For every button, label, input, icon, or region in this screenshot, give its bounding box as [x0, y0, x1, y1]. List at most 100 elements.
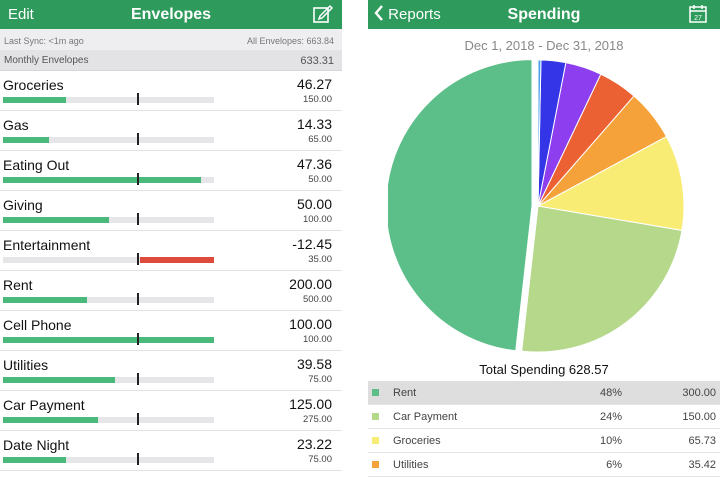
envelope-progress-track — [3, 93, 214, 105]
envelope-amount: 14.33 — [296, 116, 332, 132]
envelope-progress-fill — [3, 457, 67, 463]
envelope-today-marker — [137, 293, 139, 305]
envelopes-screen: Edit Envelopes Last Sync: <1m ago All En… — [0, 0, 342, 480]
envelope-progress-track — [3, 333, 214, 345]
envelope-row[interactable]: Car Payment 125.00 275.00 — [0, 391, 342, 431]
legend-row[interactable]: Car Payment 24% 150.00 — [368, 405, 720, 429]
envelope-row[interactable]: Giving 50.00 100.00 — [0, 191, 342, 231]
envelope-row[interactable]: Entertainment -12.45 35.00 — [0, 231, 342, 271]
legend-percent: 6% — [606, 459, 622, 471]
last-sync-text: Last Sync: <1m ago — [4, 36, 84, 46]
legend-value: 300.00 — [682, 387, 716, 399]
envelope-progress-fill — [3, 217, 109, 223]
envelope-row[interactable]: Groceries 46.27 150.00 — [0, 71, 342, 111]
envelope-list: Groceries 46.27 150.00 Gas 14.33 65.00 Eating … — [0, 71, 342, 471]
envelope-name: Rent — [3, 277, 33, 293]
legend-category: Rent — [393, 387, 417, 399]
calendar-icon[interactable]: 27 — [688, 4, 708, 24]
envelope-amount: 23.22 — [296, 436, 332, 452]
calendar-day: 27 — [694, 15, 702, 22]
legend-swatch — [372, 389, 379, 396]
envelope-budget: 50.00 — [308, 174, 332, 185]
envelope-progress-fill — [3, 337, 214, 343]
legend-value: 35.42 — [688, 459, 716, 471]
envelope-today-marker — [137, 333, 139, 345]
total-spending: Total Spending 628.57 — [479, 362, 609, 377]
spending-legend: Rent 48% 300.00 Car Payment 24% 150.00 Groceri… — [368, 381, 720, 477]
page-title: Envelopes — [130, 6, 212, 23]
envelope-row[interactable]: Eating Out 47.36 50.00 — [0, 151, 342, 191]
back-button[interactable]: Reports — [374, 0, 441, 29]
envelope-today-marker — [137, 173, 139, 185]
envelope-budget: 65.00 — [308, 134, 332, 145]
envelope-today-marker — [137, 213, 139, 225]
monthly-envelopes-header: Monthly Envelopes 633.31 — [0, 50, 342, 71]
envelope-name: Giving — [3, 197, 43, 213]
legend-swatch — [372, 461, 379, 468]
envelope-budget: 75.00 — [308, 454, 332, 465]
envelope-today-marker — [137, 133, 139, 145]
page-title: Spending — [507, 6, 581, 23]
envelope-progress-track — [3, 373, 214, 385]
legend-category: Car Payment — [393, 411, 458, 423]
spending-pie-chart[interactable] — [388, 60, 688, 355]
envelope-progress-track — [3, 413, 214, 425]
envelope-name: Gas — [3, 117, 29, 133]
envelope-row[interactable]: Utilities 39.58 75.00 — [0, 351, 342, 391]
legend-percent: 24% — [599, 411, 622, 423]
pie-slice-rent[interactable] — [388, 60, 533, 352]
envelope-amount: 50.00 — [296, 196, 332, 212]
envelope-progress-fill — [3, 177, 202, 183]
envelope-progress-track — [3, 213, 214, 225]
envelope-today-marker — [137, 253, 139, 265]
legend-row[interactable]: Utilities 6% 35.42 — [368, 453, 720, 477]
envelope-row[interactable]: Gas 14.33 65.00 — [0, 111, 342, 151]
legend-category: Groceries — [393, 435, 441, 447]
envelope-progress-fill — [3, 137, 50, 143]
envelope-name: Utilities — [3, 357, 49, 373]
legend-row[interactable]: Groceries 10% 65.73 — [368, 429, 720, 453]
envelope-amount: 46.27 — [296, 76, 332, 92]
envelope-progress-fill — [3, 297, 88, 303]
pie-slice-car-payment[interactable] — [521, 205, 683, 353]
envelope-name: Cell Phone — [3, 317, 72, 333]
envelope-name: Car Payment — [3, 397, 85, 413]
pie-slice-groceries[interactable] — [536, 135, 685, 231]
sync-status-bar: Last Sync: <1m ago All Envelopes: 663.84 — [0, 29, 342, 50]
envelope-budget: 150.00 — [302, 94, 332, 105]
envelope-budget: 100.00 — [302, 334, 332, 345]
envelope-budget: 35.00 — [308, 254, 332, 265]
envelope-amount: 47.36 — [296, 156, 332, 172]
envelope-row[interactable]: Date Night 23.22 75.00 — [0, 431, 342, 471]
envelope-amount: 200.00 — [289, 276, 332, 292]
envelope-budget: 275.00 — [302, 414, 332, 425]
envelope-budget: 75.00 — [308, 374, 332, 385]
envelope-row[interactable]: Cell Phone 100.00 100.00 — [0, 311, 342, 351]
envelope-progress-track — [3, 133, 214, 145]
envelope-today-marker — [137, 453, 139, 465]
legend-value: 150.00 — [682, 411, 716, 423]
all-envelopes-total: All Envelopes: 663.84 — [246, 36, 334, 46]
envelope-progress-fill — [3, 377, 115, 383]
spending-screen: Reports Spending 27 Dec 1, 2018 - Dec 31… — [368, 0, 720, 480]
envelope-progress-fill — [3, 417, 98, 423]
legend-row[interactable]: Rent 48% 300.00 — [368, 381, 720, 405]
envelope-progress-fill — [3, 97, 67, 103]
monthly-envelopes-label: Monthly Envelopes — [4, 55, 89, 66]
compose-icon[interactable] — [312, 4, 334, 24]
envelope-amount: -12.45 — [292, 236, 332, 252]
legend-swatch — [372, 437, 379, 444]
envelope-name: Groceries — [3, 77, 64, 93]
edit-button[interactable]: Edit — [8, 6, 34, 23]
envelope-row[interactable]: Rent 200.00 500.00 — [0, 271, 342, 311]
envelope-amount: 39.58 — [296, 356, 332, 372]
monthly-envelopes-total: 633.31 — [300, 55, 334, 67]
legend-percent: 10% — [599, 435, 622, 447]
legend-value: 65.73 — [688, 435, 716, 447]
envelope-name: Eating Out — [3, 157, 70, 173]
envelope-name: Date Night — [3, 437, 70, 453]
panel-divider — [342, 0, 368, 480]
pie-slice[interactable] — [537, 60, 542, 207]
spending-navbar: Reports Spending 27 — [368, 0, 720, 29]
envelope-name: Entertainment — [3, 237, 91, 253]
